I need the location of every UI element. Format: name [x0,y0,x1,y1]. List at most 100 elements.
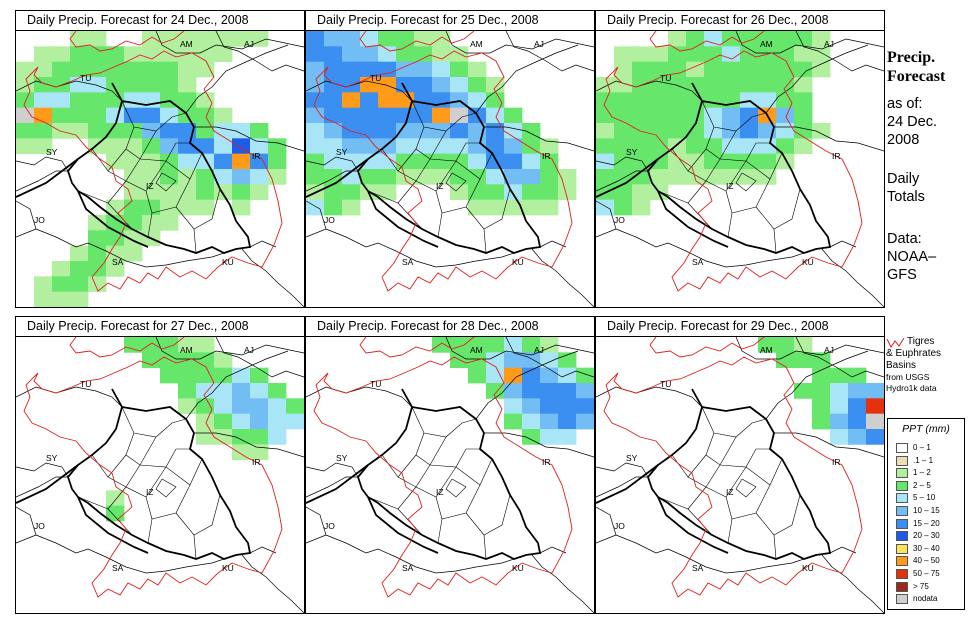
precip-cell [324,46,343,63]
precip-cell [324,107,343,124]
precip-cell [160,46,179,63]
basin-source: from USGS Hydro1k data [886,372,937,394]
province-border [483,534,487,560]
precip-cell [486,92,505,109]
country-border-bold [306,158,369,198]
precip-cell [614,138,633,155]
precip-cell [704,31,723,47]
precip-cell [776,138,795,155]
precip-cell [794,61,813,78]
precip-cell [632,184,651,201]
ppt-legend-item: 40 – 50 [896,556,962,567]
precip-cell [414,61,433,78]
ppt-legend-label: 2 – 5 [913,480,931,490]
ppt-legend-swatch [896,455,908,466]
precip-cell [632,107,651,124]
precip-cell [196,107,215,124]
country-border-bold [691,82,703,102]
province-borders [367,406,511,560]
ppt-legend-item: > 75 [896,581,962,593]
precip-cell [432,138,451,155]
country-border [155,31,304,54]
precip-cell [450,123,469,139]
country-label: IZ [726,181,734,191]
precip-cell [324,199,343,216]
precip-cell [540,429,559,445]
country-label: SA [402,563,414,573]
precip-cell [396,107,415,124]
precip-cell [540,337,559,353]
precip-cell [34,92,53,109]
country-border [16,476,68,498]
country-border-bold [657,496,729,554]
precip-cell [142,169,161,185]
precip-cell [486,107,505,124]
as-of-line: 24 Dec. [887,114,937,130]
precip-cell [106,61,125,78]
country-border-bold [596,464,659,504]
precip-cell [142,337,161,353]
country-border [35,228,225,268]
precip-cell [522,169,541,185]
province-border [657,486,707,510]
precip-cell [812,383,831,399]
country-border [545,366,594,378]
precip-cell [812,61,831,78]
precip-cell [196,398,215,415]
precip-cell [232,169,251,185]
country-label: KU [802,563,814,573]
province-border [671,454,707,478]
country-border-bold [16,158,79,198]
precip-cell [558,398,577,415]
province-border [755,494,801,536]
ppt-legend-label: 20 – 30 [913,531,940,541]
precip-cell [268,153,287,170]
precip-cell [34,77,53,93]
precip-cell [124,337,143,353]
precip-cell [794,92,813,109]
precip-cell [268,429,287,445]
basin-boundary [23,356,283,598]
province-border [91,454,127,478]
precip-cell [632,61,651,78]
country-border [249,546,277,554]
precip-cell [576,367,594,384]
as-of-line: 2008 [887,132,920,148]
precip-cell [34,291,53,307]
precip-cell [250,444,269,461]
precip-cell [504,199,523,216]
country-label: JO [324,521,335,531]
country-label: SY [46,453,58,463]
ppt-legend-item: 2 – 5 [896,480,962,492]
country-label: TU [370,73,381,83]
precip-cell [360,92,379,109]
country-border [505,31,547,62]
precip-cell [360,77,379,93]
precip-cell [614,199,633,216]
precip-cell [70,291,89,307]
precip-cell [396,153,415,170]
province-border [773,534,777,560]
precip-cell [232,199,251,216]
precip-cell [450,46,469,63]
province-border [705,458,783,498]
precip-cell [794,77,813,93]
ppt-legend-swatch [896,594,908,605]
precip-cell [160,352,179,369]
precip-cell [504,153,523,170]
province-border [445,172,467,192]
province-border [735,172,757,192]
precip-cell [324,169,343,185]
precip-cell [740,153,759,170]
ppt-legend-label: 30 – 40 [913,543,940,553]
precip-cell [70,123,89,139]
country-border [596,156,649,172]
country-label: AM [180,39,193,49]
precip-cell [686,77,705,93]
precip-cell [378,123,397,139]
country-border [16,170,68,192]
precip-cell [668,153,687,170]
country-border [215,31,257,62]
precip-cell [486,352,505,369]
precip-cell [88,215,107,231]
